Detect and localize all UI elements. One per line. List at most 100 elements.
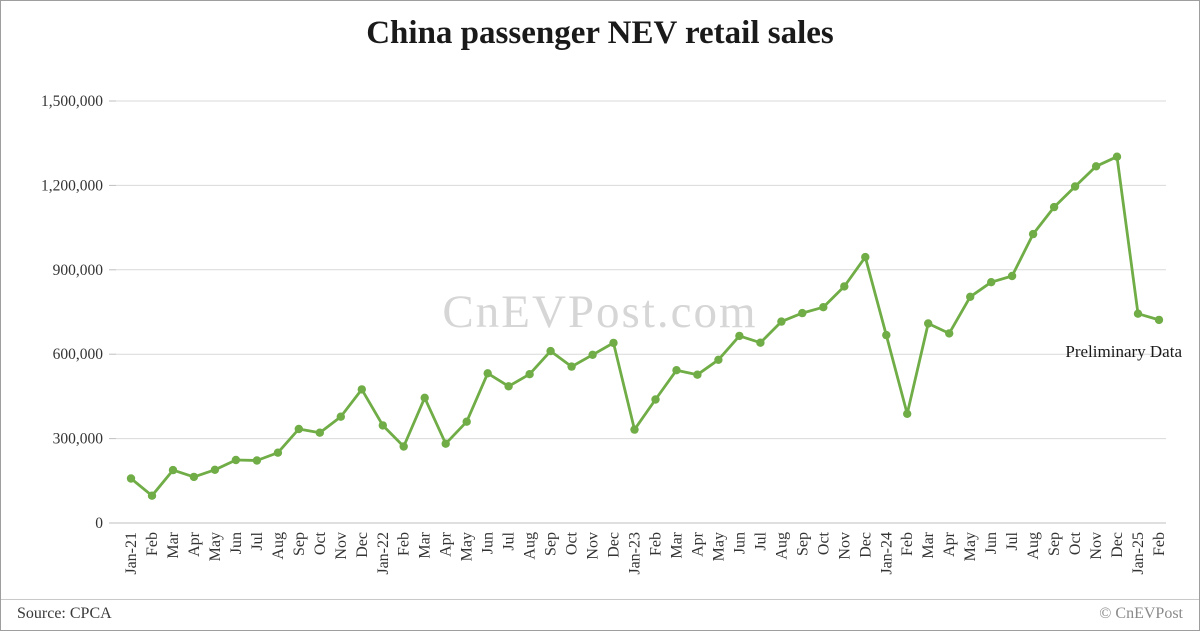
x-tick-label: Jun (731, 532, 748, 554)
y-tick-label: 0 (95, 515, 103, 532)
credit-label: © CnEVPost (1099, 605, 1183, 622)
x-tick-label: Mar (920, 531, 937, 558)
data-point-marker (567, 362, 576, 371)
data-point-marker (1133, 309, 1143, 318)
preliminary-data-label: Preliminary Data (1065, 342, 1182, 361)
data-point-marker (504, 382, 513, 391)
data-point-marker (693, 370, 702, 379)
data-point-marker (672, 366, 681, 375)
data-point-marker (1070, 182, 1080, 191)
y-tick-label: 900,000 (53, 262, 104, 279)
data-point-marker (924, 319, 933, 328)
data-point-marker (273, 448, 283, 457)
data-point-marker (1007, 271, 1017, 281)
data-point-marker (231, 455, 241, 465)
x-tick-label: Oct (312, 531, 329, 555)
data-point-marker (945, 329, 954, 338)
data-point-marker (630, 425, 639, 434)
y-tick-label: 600,000 (53, 346, 104, 363)
x-tick-label: Sep (794, 532, 811, 556)
data-point-marker (525, 370, 534, 379)
x-tick-label: Nov (1088, 532, 1105, 560)
data-point-marker (294, 424, 303, 434)
data-point-marker (861, 252, 870, 262)
x-tick-label: Oct (1067, 531, 1084, 555)
x-tick-label: Dec (354, 532, 371, 558)
x-tick-label: Aug (270, 532, 287, 560)
data-point-marker (840, 282, 849, 291)
data-point-marker (210, 465, 220, 474)
data-point-marker (441, 439, 450, 448)
x-tick-label: Jun (983, 532, 1000, 554)
data-point-marker (546, 346, 555, 356)
data-point-marker (987, 278, 996, 287)
data-point-marker (336, 412, 345, 421)
x-tick-label: Mar (669, 531, 686, 558)
data-point-marker (357, 385, 366, 394)
x-tick-label: Oct (815, 531, 832, 555)
x-tick-label: Jun (228, 532, 245, 554)
x-tick-label: Jul (249, 531, 266, 550)
x-tick-label: Nov (836, 532, 853, 560)
data-point-marker (315, 428, 324, 437)
x-tick-label: Jul (752, 531, 769, 550)
data-point-marker (168, 465, 178, 475)
data-point-marker (126, 474, 136, 483)
x-tick-label: Sep (291, 532, 308, 556)
data-point-marker (1028, 229, 1038, 239)
data-point-marker (420, 393, 429, 402)
x-tick-label: Nov (585, 532, 602, 560)
source-label: Source: CPCA (17, 605, 112, 622)
x-tick-label: Dec (606, 532, 623, 558)
y-tick-label: 300,000 (53, 431, 104, 448)
x-tick-label: Sep (543, 532, 560, 556)
data-point-marker (378, 421, 387, 430)
x-tick-label: Feb (396, 532, 413, 556)
x-tick-label: Jan-24 (878, 532, 895, 575)
nev-retail-sales-line-chart: 0 300,000 600,000 900,000 1,200,000 1,500,000… (41, 93, 1168, 575)
x-tick-label: May (459, 532, 476, 561)
data-point-marker (588, 350, 597, 359)
x-tick-label: Apr (438, 531, 455, 557)
data-point-marker (798, 308, 807, 318)
x-tick-label: Apr (689, 531, 706, 557)
data-point-marker (189, 472, 199, 482)
data-point-marker (882, 330, 891, 340)
x-tick-label: Oct (564, 531, 581, 555)
footer-divider (1, 599, 1199, 600)
y-tick-label: 1,500,000 (41, 93, 103, 110)
x-tick-label: Dec (857, 532, 874, 558)
data-point-marker (756, 338, 765, 347)
data-point-marker (483, 369, 492, 378)
x-tick-label: Feb (899, 532, 916, 556)
x-tick-label: Jan-23 (627, 532, 644, 575)
data-point-marker (777, 317, 786, 326)
x-tick-label: May (207, 532, 224, 561)
data-point-marker (1049, 202, 1059, 212)
data-point-marker (735, 331, 744, 341)
x-tick-label: Aug (773, 532, 790, 560)
x-tick-label: Aug (1025, 532, 1042, 560)
x-tick-label: Feb (144, 532, 161, 556)
data-point-marker (609, 338, 618, 348)
data-point-marker (1154, 315, 1164, 325)
x-tick-label: Apr (186, 531, 203, 557)
data-point-marker (966, 292, 975, 301)
data-point-marker (819, 303, 828, 312)
x-tick-label: Nov (333, 532, 350, 560)
x-tick-label: Jul (1004, 531, 1021, 550)
data-point-marker (903, 409, 912, 418)
data-point-marker (462, 417, 471, 426)
data-point-marker (399, 442, 408, 451)
data-point-marker (1112, 152, 1122, 161)
data-point-marker (252, 456, 262, 465)
data-point-marker (147, 491, 157, 500)
x-tick-label: May (962, 532, 979, 561)
x-tick-label: Feb (648, 532, 665, 556)
x-tick-label: May (710, 532, 727, 561)
x-tick-label: Aug (522, 532, 539, 560)
x-tick-label: Mar (165, 531, 182, 558)
x-tick-label: Jul (501, 531, 518, 550)
data-point-marker (714, 355, 723, 364)
